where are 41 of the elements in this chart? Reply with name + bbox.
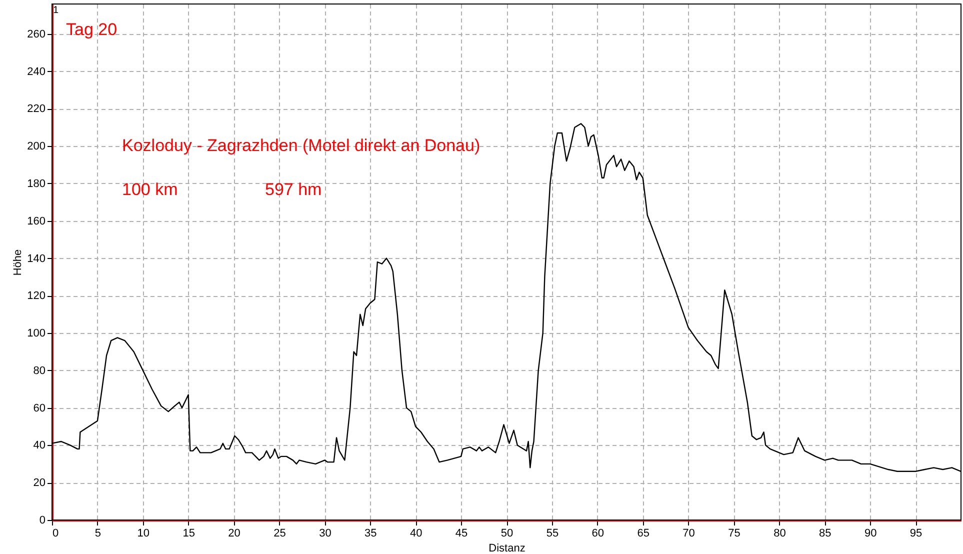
x-tick-label: 45 — [455, 528, 468, 540]
annotation: Tag 20 — [66, 20, 118, 39]
y-tick-label: 140 — [27, 252, 46, 265]
y-tick-label: 120 — [27, 290, 46, 302]
x-tick-label: 15 — [182, 528, 195, 540]
x-tick-label: 70 — [682, 528, 695, 540]
annotation: 1 — [53, 5, 59, 16]
y-tick-label: 0 — [39, 514, 46, 526]
y-tick-label: 20 — [33, 477, 46, 490]
x-axis-title: Distanz — [488, 542, 526, 554]
y-tick-label: 100 — [27, 328, 46, 340]
y-tick-label: 220 — [27, 103, 46, 116]
x-tick-label: 25 — [274, 528, 286, 540]
annotation: Kozloduy - Zagrazhden (Motel direkt an Donau) — [122, 136, 480, 155]
x-tick-label: 0 — [52, 528, 59, 540]
annotation: 597 hm — [265, 180, 322, 199]
x-tick-label: 80 — [774, 528, 786, 540]
y-tick-label: 80 — [33, 364, 46, 377]
x-tick-label: 55 — [546, 528, 559, 540]
x-tick-label: 35 — [364, 528, 377, 540]
y-tick-label: 40 — [33, 440, 46, 452]
y-axis-title: Höhe — [12, 249, 24, 276]
x-tick-label: 60 — [592, 528, 604, 540]
y-tick-label: 60 — [33, 402, 46, 414]
x-tick-label: 65 — [637, 528, 650, 540]
x-tick-label: 10 — [137, 528, 150, 540]
x-tick-label: 20 — [228, 528, 240, 540]
x-tick-label: 50 — [500, 528, 514, 540]
annotation: 100 km — [122, 180, 178, 199]
x-tick-label: 85 — [819, 528, 832, 540]
x-tick-label: 30 — [319, 528, 332, 540]
x-tick-label: 5 — [94, 528, 102, 540]
x-tick-label: 90 — [864, 528, 877, 540]
x-tick-label: 75 — [728, 528, 740, 540]
y-tick-label: 160 — [27, 215, 46, 228]
x-tick-label: 40 — [410, 528, 422, 540]
y-tick-label: 180 — [27, 178, 46, 190]
x-tick-label: 95 — [910, 528, 922, 540]
y-tick-label: 200 — [27, 140, 46, 153]
y-tick-label: 240 — [27, 66, 46, 78]
y-tick-label: 260 — [27, 28, 46, 40]
